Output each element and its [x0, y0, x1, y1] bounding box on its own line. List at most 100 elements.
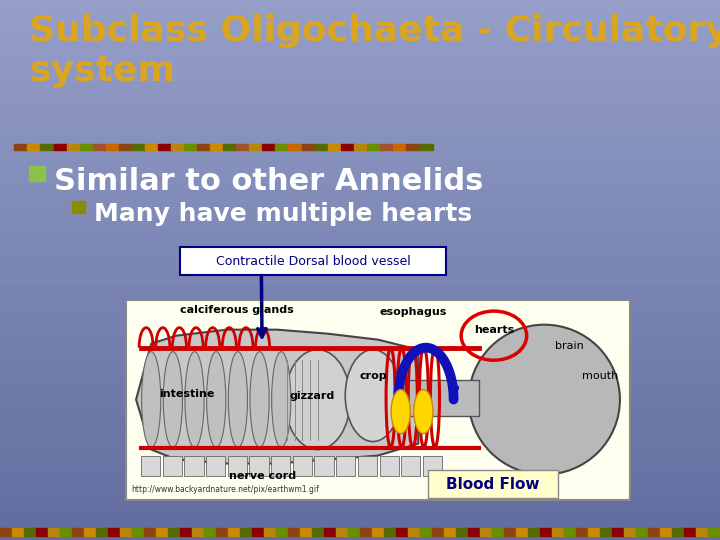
Bar: [0, 351, 720, 364]
Bar: [0, 81, 720, 94]
Text: http://www.backyardnature.net/pix/earthwm1.gif: http://www.backyardnature.net/pix/earthw…: [131, 484, 319, 494]
Bar: [252, 528, 265, 536]
Bar: [366, 144, 380, 150]
Text: gizzard: gizzard: [290, 390, 335, 401]
Bar: [0, 432, 720, 445]
Text: mouth: mouth: [582, 370, 618, 381]
Bar: [660, 528, 672, 536]
Ellipse shape: [469, 325, 620, 475]
Bar: [456, 528, 469, 536]
Bar: [406, 144, 420, 150]
Bar: [0, 243, 720, 256]
Ellipse shape: [163, 352, 182, 448]
FancyBboxPatch shape: [428, 470, 558, 498]
Bar: [0, 338, 720, 351]
Bar: [540, 528, 553, 536]
Bar: [204, 528, 217, 536]
Bar: [315, 144, 328, 150]
Bar: [419, 144, 433, 150]
Ellipse shape: [414, 390, 433, 434]
Bar: [293, 456, 312, 476]
Bar: [0, 148, 720, 162]
Bar: [408, 528, 420, 536]
Bar: [156, 528, 168, 536]
Bar: [0, 378, 720, 392]
Bar: [132, 528, 145, 536]
Bar: [0, 526, 720, 540]
Bar: [341, 144, 354, 150]
Bar: [576, 528, 589, 536]
Bar: [80, 144, 94, 150]
Text: crop: crop: [359, 370, 387, 381]
Bar: [480, 528, 492, 536]
Bar: [12, 528, 24, 536]
Bar: [354, 144, 367, 150]
Bar: [180, 528, 193, 536]
Bar: [312, 528, 325, 536]
Bar: [192, 528, 204, 536]
Bar: [53, 144, 68, 150]
Bar: [72, 201, 85, 213]
FancyBboxPatch shape: [180, 247, 446, 275]
Bar: [696, 528, 708, 536]
Text: nerve cord: nerve cord: [228, 470, 296, 481]
Bar: [271, 456, 290, 476]
Bar: [0, 446, 720, 459]
Bar: [600, 528, 613, 536]
Bar: [0, 284, 720, 297]
Bar: [0, 310, 720, 324]
Bar: [0, 392, 720, 405]
Text: Many have multiple hearts: Many have multiple hearts: [94, 202, 472, 226]
Bar: [29, 166, 45, 181]
Bar: [0, 270, 720, 284]
Bar: [210, 144, 224, 150]
Bar: [300, 528, 312, 536]
Bar: [276, 528, 289, 536]
Bar: [236, 144, 250, 150]
Bar: [0, 94, 720, 108]
Text: Subclass Oligochaeta - Circulatory: Subclass Oligochaeta - Circulatory: [29, 14, 720, 48]
Bar: [206, 456, 225, 476]
Bar: [612, 528, 625, 536]
Ellipse shape: [346, 350, 401, 442]
Ellipse shape: [142, 352, 161, 448]
Bar: [379, 456, 399, 476]
Bar: [0, 486, 720, 500]
Ellipse shape: [271, 352, 291, 448]
Bar: [223, 144, 237, 150]
Bar: [0, 459, 720, 472]
Bar: [171, 144, 185, 150]
Bar: [0, 324, 720, 338]
Bar: [216, 528, 229, 536]
Bar: [0, 230, 720, 243]
Bar: [144, 528, 157, 536]
Bar: [0, 176, 720, 189]
Bar: [372, 528, 384, 536]
Bar: [0, 500, 720, 513]
Bar: [0, 122, 720, 135]
Bar: [24, 528, 37, 536]
Bar: [120, 528, 132, 536]
Bar: [275, 144, 289, 150]
Bar: [0, 108, 720, 122]
Bar: [240, 528, 253, 536]
Bar: [72, 528, 85, 536]
Bar: [528, 528, 541, 536]
Text: brain: brain: [555, 341, 584, 350]
Bar: [0, 528, 13, 536]
Bar: [132, 144, 145, 150]
Bar: [336, 528, 348, 536]
Bar: [672, 528, 685, 536]
Bar: [0, 256, 720, 270]
Bar: [168, 528, 181, 536]
Text: hearts: hearts: [474, 325, 514, 335]
Bar: [288, 528, 301, 536]
Bar: [158, 144, 172, 150]
Bar: [423, 456, 442, 476]
Bar: [468, 528, 481, 536]
Bar: [328, 144, 341, 150]
Bar: [0, 418, 720, 432]
Bar: [0, 189, 720, 202]
Bar: [0, 472, 720, 486]
Bar: [401, 456, 420, 476]
